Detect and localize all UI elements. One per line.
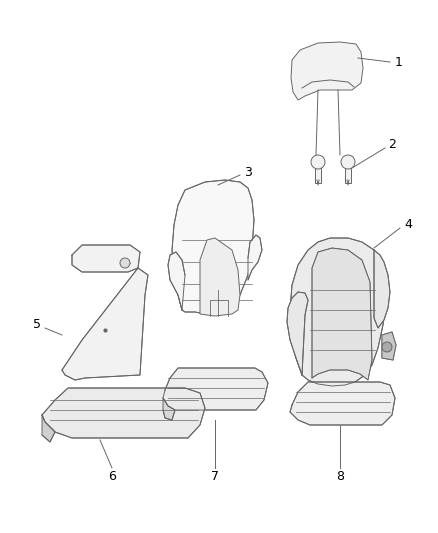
- Text: 4: 4: [404, 219, 412, 231]
- Polygon shape: [291, 42, 363, 100]
- Circle shape: [341, 155, 355, 169]
- Circle shape: [311, 155, 325, 169]
- Polygon shape: [42, 415, 55, 442]
- Text: 3: 3: [244, 166, 252, 179]
- Text: 1: 1: [395, 55, 403, 69]
- Polygon shape: [382, 332, 396, 360]
- Polygon shape: [168, 252, 185, 310]
- Text: 7: 7: [211, 470, 219, 482]
- Polygon shape: [248, 235, 262, 280]
- Polygon shape: [345, 167, 351, 183]
- Polygon shape: [163, 368, 268, 410]
- Text: 5: 5: [33, 319, 41, 332]
- Polygon shape: [290, 382, 395, 425]
- Polygon shape: [290, 238, 386, 386]
- Polygon shape: [172, 180, 254, 314]
- Polygon shape: [72, 245, 140, 272]
- Circle shape: [382, 342, 392, 352]
- Polygon shape: [315, 167, 321, 183]
- Text: 6: 6: [108, 470, 116, 482]
- Polygon shape: [374, 250, 390, 328]
- Circle shape: [120, 258, 130, 268]
- Polygon shape: [42, 388, 205, 438]
- Text: 8: 8: [336, 470, 344, 482]
- Polygon shape: [287, 292, 308, 375]
- Polygon shape: [312, 248, 372, 380]
- Polygon shape: [62, 268, 148, 380]
- Polygon shape: [200, 238, 240, 316]
- Polygon shape: [163, 398, 175, 420]
- Text: 2: 2: [388, 139, 396, 151]
